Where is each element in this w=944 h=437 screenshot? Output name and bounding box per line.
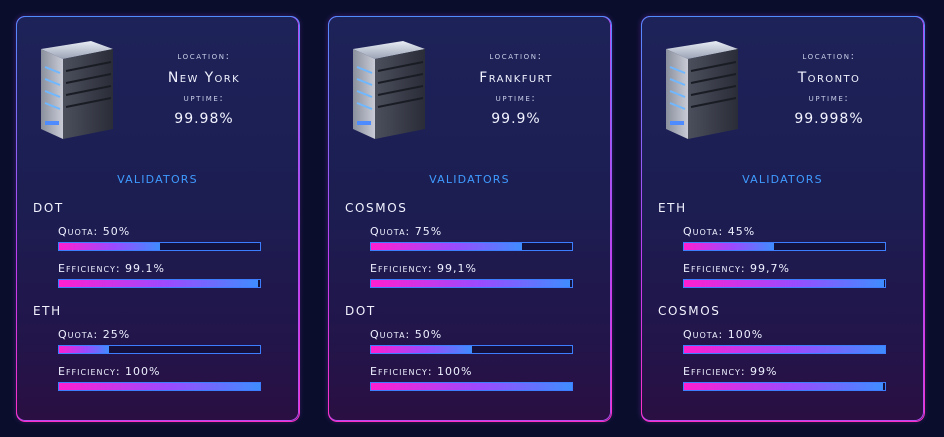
efficiency-bar [683,279,886,288]
efficiency-label: Efficiency: 99.1% [58,262,165,275]
efficiency-fill [59,280,259,287]
quota-label: Quota: 45% [683,225,756,238]
efficiency-fill [59,383,260,390]
server-card-toronto: location: Toronto uptime: 99.998% VALIDA… [641,16,924,421]
validator-name: ETH [33,304,62,318]
quota-fill [684,243,775,250]
validator-name: COSMOS [345,201,408,215]
validator-eth: ETH Quota: 45% Efficiency: 99,7% [658,201,910,288]
location-value: New York [167,70,241,86]
uptime-label: uptime: [183,93,225,104]
validator-cosmos: COSMOS Quota: 100% Efficiency: 99% [658,304,910,391]
uptime-value: 99.98% [174,111,234,127]
efficiency-metric: Efficiency: 99.1% [58,262,261,288]
quota-bar [370,242,573,251]
quota-metric: Quota: 75% [370,225,573,251]
location-value: Toronto [797,70,861,86]
server-card-new-york: location: New York uptime: 99.98% VALIDA… [16,16,299,421]
validator-cosmos: COSMOS Quota: 75% Efficiency: 99,1% [345,201,597,288]
quota-label: Quota: 50% [58,225,131,238]
quota-label: Quota: 25% [58,328,131,341]
efficiency-bar [370,279,573,288]
validator-name: ETH [658,201,687,215]
location-value: Frankfurt [479,70,553,86]
efficiency-fill [684,383,883,390]
validator-dot: DOT Quota: 50% Efficiency: 100% [345,304,597,391]
efficiency-metric: Efficiency: 99,7% [683,262,886,288]
efficiency-metric: Efficiency: 99,1% [370,262,573,288]
server-card-frankfurt: location: Frankfurt uptime: 99.9% VALIDA… [328,16,611,421]
uptime-value: 99.9% [491,111,541,127]
efficiency-label: Efficiency: 100% [370,365,473,378]
validators-title: VALIDATORS [429,173,510,186]
efficiency-metric: Efficiency: 100% [370,365,573,391]
quota-fill [684,346,885,353]
efficiency-fill [684,280,885,287]
validator-name: DOT [33,201,64,215]
quota-metric: Quota: 50% [58,225,261,251]
server-info: location: Toronto uptime: 99.998% [754,51,904,127]
efficiency-label: Efficiency: 99,7% [683,262,790,275]
validators-title: VALIDATORS [742,173,823,186]
validator-name: DOT [345,304,376,318]
quota-metric: Quota: 45% [683,225,886,251]
efficiency-bar [58,382,261,391]
quota-bar [58,242,261,251]
efficiency-bar [370,382,573,391]
uptime-label: uptime: [495,93,537,104]
quota-bar [58,345,261,354]
quota-bar [683,242,886,251]
efficiency-label: Efficiency: 99% [683,365,778,378]
server-icon [666,41,738,139]
quota-label: Quota: 75% [370,225,443,238]
efficiency-fill [371,280,571,287]
efficiency-fill [371,383,572,390]
quota-label: Quota: 100% [683,328,764,341]
location-label: location: [177,51,231,62]
server-icon [41,41,113,139]
efficiency-label: Efficiency: 99,1% [370,262,477,275]
quota-fill [59,243,160,250]
location-label: location: [802,51,856,62]
server-info: location: Frankfurt uptime: 99.9% [441,51,591,127]
validator-eth: ETH Quota: 25% Efficiency: 100% [33,304,285,391]
quota-metric: Quota: 50% [370,328,573,354]
quota-fill [371,243,522,250]
efficiency-metric: Efficiency: 100% [58,365,261,391]
validator-name: COSMOS [658,304,721,318]
uptime-value: 99.998% [794,111,864,127]
quota-fill [59,346,110,353]
quota-metric: Quota: 100% [683,328,886,354]
quota-metric: Quota: 25% [58,328,261,354]
quota-bar [370,345,573,354]
validator-dot: DOT Quota: 50% Efficiency: 99.1% [33,201,285,288]
efficiency-label: Efficiency: 100% [58,365,161,378]
location-label: location: [489,51,543,62]
quota-label: Quota: 50% [370,328,443,341]
efficiency-metric: Efficiency: 99% [683,365,886,391]
server-icon [353,41,425,139]
server-info: location: New York uptime: 99.98% [129,51,279,127]
efficiency-bar [683,382,886,391]
efficiency-bar [58,279,261,288]
validators-title: VALIDATORS [117,173,198,186]
quota-fill [371,346,472,353]
quota-bar [683,345,886,354]
uptime-label: uptime: [808,93,850,104]
